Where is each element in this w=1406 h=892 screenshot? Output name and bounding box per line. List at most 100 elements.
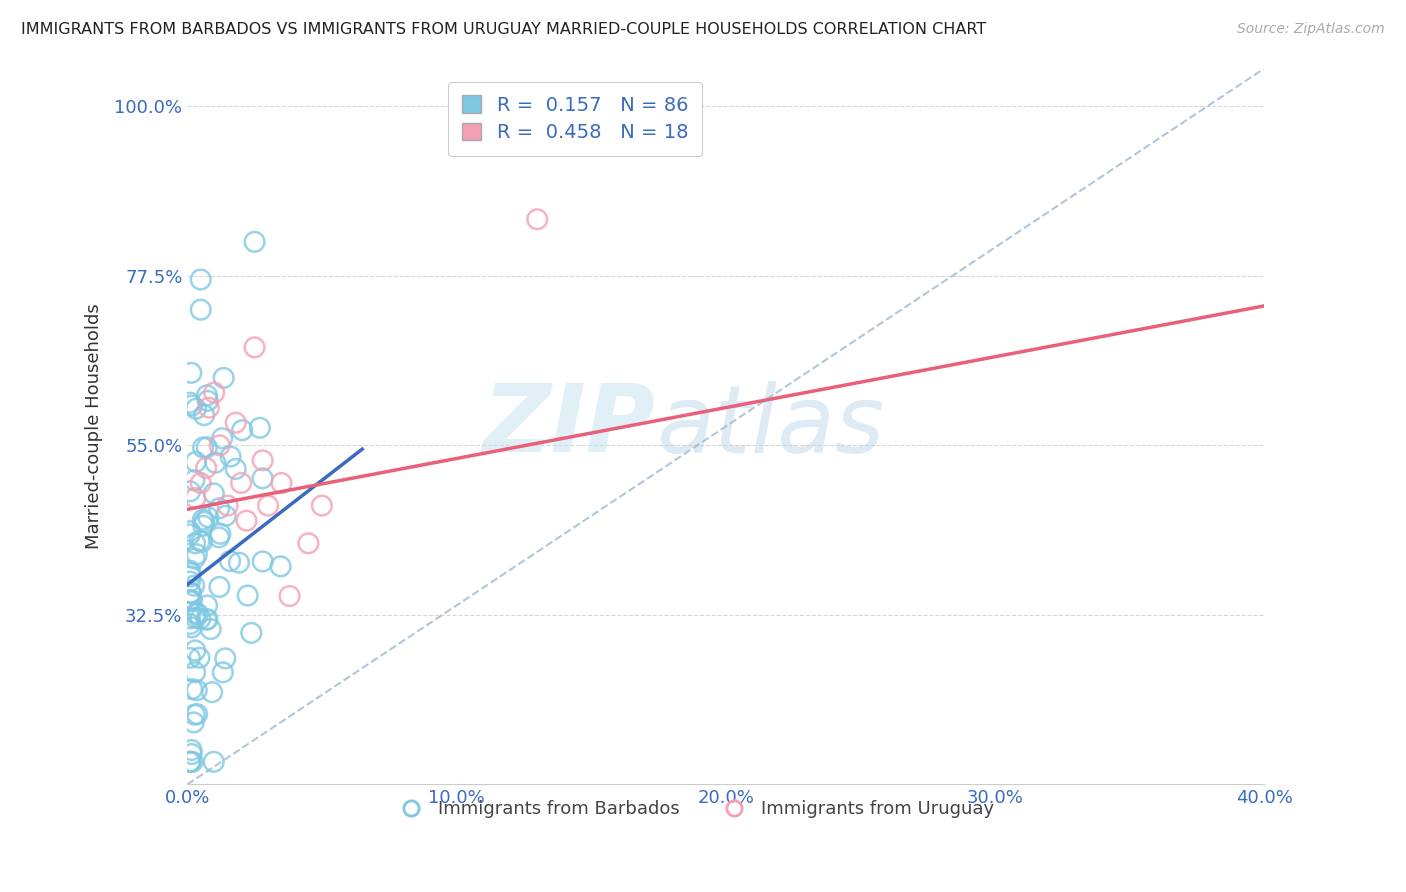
Point — [186, 547, 208, 561]
Point — [180, 586, 202, 600]
Point — [202, 486, 225, 500]
Point — [225, 462, 247, 476]
Point — [200, 622, 222, 636]
Point — [249, 421, 271, 435]
Point — [184, 401, 207, 416]
Point — [179, 611, 201, 625]
Point — [179, 594, 201, 608]
Point — [183, 707, 205, 722]
Point — [208, 438, 231, 452]
Point — [180, 586, 202, 600]
Point — [215, 508, 238, 523]
Point — [219, 554, 242, 568]
Point — [190, 475, 212, 490]
Point — [179, 396, 201, 410]
Point — [229, 475, 252, 490]
Point — [179, 586, 201, 600]
Point — [201, 685, 224, 699]
Point — [184, 665, 207, 680]
Point — [179, 566, 201, 581]
Point — [190, 272, 212, 286]
Point — [240, 625, 263, 640]
Point — [193, 518, 215, 533]
Point — [179, 564, 201, 578]
Point — [186, 683, 208, 698]
Point — [214, 651, 236, 665]
Point — [184, 611, 207, 625]
Text: ZIP: ZIP — [482, 381, 655, 473]
Point — [202, 385, 225, 400]
Point — [211, 431, 233, 445]
Point — [179, 651, 201, 665]
Point — [184, 643, 207, 657]
Text: IMMIGRANTS FROM BARBADOS VS IMMIGRANTS FROM URUGUAY MARRIED-COUPLE HOUSEHOLDS CO: IMMIGRANTS FROM BARBADOS VS IMMIGRANTS F… — [21, 22, 987, 37]
Point — [193, 515, 215, 529]
Point — [190, 302, 212, 317]
Point — [209, 526, 232, 541]
Point — [183, 579, 205, 593]
Point — [278, 589, 301, 603]
Point — [197, 612, 219, 626]
Point — [195, 599, 218, 613]
Point — [228, 556, 250, 570]
Point — [252, 471, 274, 485]
Point — [198, 401, 221, 415]
Point — [193, 408, 215, 422]
Point — [195, 440, 218, 454]
Point — [243, 235, 266, 249]
Point — [184, 536, 207, 550]
Point — [180, 569, 202, 583]
Point — [188, 533, 211, 548]
Point — [180, 743, 202, 757]
Point — [195, 613, 218, 627]
Point — [179, 617, 201, 632]
Point — [181, 755, 204, 769]
Point — [204, 456, 226, 470]
Point — [297, 536, 319, 550]
Point — [212, 371, 235, 385]
Point — [270, 475, 292, 490]
Point — [187, 607, 209, 621]
Point — [186, 707, 208, 722]
Point — [191, 513, 214, 527]
Point — [181, 593, 204, 607]
Point — [180, 366, 202, 380]
Point — [197, 393, 219, 408]
Point — [191, 534, 214, 549]
Point — [257, 499, 280, 513]
Point — [252, 554, 274, 568]
Point — [212, 665, 235, 680]
Point — [188, 650, 211, 665]
Point — [526, 212, 548, 227]
Point — [225, 416, 247, 430]
Point — [190, 612, 212, 626]
Point — [270, 559, 292, 574]
Point — [181, 682, 204, 697]
Point — [219, 450, 242, 464]
Point — [231, 423, 253, 437]
Point — [183, 715, 205, 730]
Point — [179, 527, 201, 541]
Point — [252, 453, 274, 467]
Text: Source: ZipAtlas.com: Source: ZipAtlas.com — [1237, 22, 1385, 37]
Point — [184, 491, 207, 505]
Point — [235, 514, 257, 528]
Point — [217, 499, 239, 513]
Point — [183, 551, 205, 566]
Point — [183, 473, 205, 487]
Point — [195, 461, 218, 475]
Point — [180, 620, 202, 634]
Point — [236, 589, 259, 603]
Legend: Immigrants from Barbados, Immigrants from Uruguay: Immigrants from Barbados, Immigrants fro… — [385, 793, 1001, 825]
Point — [179, 593, 201, 607]
Point — [179, 524, 201, 539]
Point — [195, 388, 218, 402]
Point — [179, 755, 201, 769]
Point — [184, 607, 207, 621]
Point — [208, 501, 231, 516]
Point — [180, 747, 202, 761]
Point — [208, 580, 231, 594]
Point — [179, 484, 201, 499]
Point — [311, 499, 333, 513]
Point — [184, 455, 207, 469]
